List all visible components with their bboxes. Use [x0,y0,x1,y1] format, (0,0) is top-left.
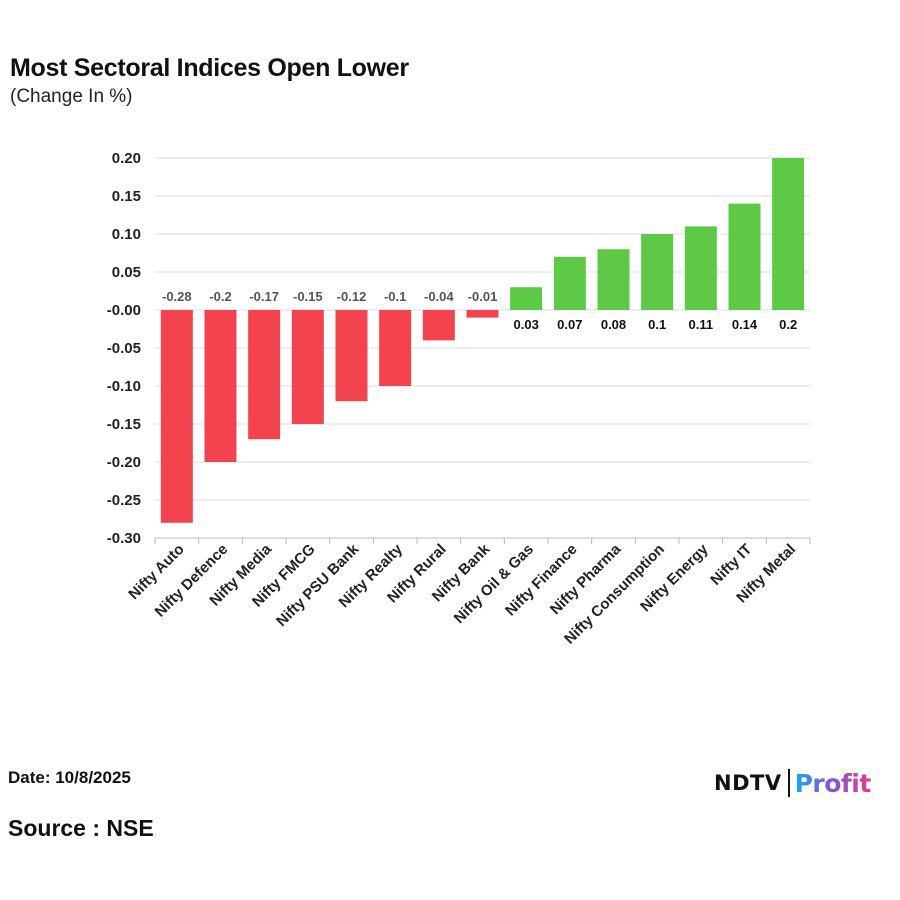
chart-subtitle: (Change In %) [10,86,133,107]
bar-nifty-rural [422,310,455,341]
y-tick-label: 0.10 [112,226,141,243]
logo-brand-text: NDTV [714,771,782,795]
data-label: 0.03 [514,317,539,332]
bar-nifty-fmcg [291,310,324,424]
data-label: -0.12 [337,289,367,304]
y-axis-ticks: 0.20 0.15 0.10 0.05 -0.00 -0.05 -0.10 -0.15 -0.2… [107,150,141,547]
y-tick-label: 0.20 [112,150,141,167]
y-tick-label: -0.05 [107,340,141,357]
ndtv-profit-logo: NDTV Profit [714,766,871,800]
y-tick-label: -0.25 [107,492,141,509]
data-label: 0.1 [648,317,666,332]
bar-nifty-bank [466,310,499,318]
y-tick-label: 0.05 [112,264,141,281]
data-label: -0.15 [293,289,323,304]
y-tick-label: -0.15 [107,416,141,433]
data-label: -0.04 [424,289,454,304]
data-label: -0.1 [384,289,406,304]
data-label: 0.2 [779,317,797,332]
y-tick-label: -0.20 [107,454,141,471]
bar-chart: -0.28 -0.2 -0.17 -0.15 -0.12 -0.1 -0.04 -0.01 0.… [107,150,811,648]
x-tick-label: Nifty Oil & Gas [451,541,537,627]
data-label: -0.28 [162,289,192,304]
bar-layer [160,158,805,523]
bar-nifty-it [728,203,761,310]
data-label: -0.17 [249,289,279,304]
data-label: 0.11 [689,317,714,332]
bar-nifty-oil-gas [510,287,543,310]
logo-product-text: Profit [794,768,872,798]
data-label: -0.01 [468,289,498,304]
y-tick-label: -0.00 [107,302,141,319]
bar-nifty-defence [204,310,237,462]
y-tick-label: 0.15 [112,188,141,205]
logo-divider [787,769,790,797]
y-tick-label: -0.10 [107,378,141,395]
data-label: 0.08 [601,317,626,332]
bar-nifty-energy [684,226,717,310]
data-label: -0.2 [209,289,231,304]
bar-nifty-metal [772,158,805,310]
bar-nifty-media [248,310,281,440]
source-label: Source : NSE [8,815,154,841]
data-label: 0.14 [732,317,758,332]
bar-nifty-consumption [641,234,674,310]
bar-nifty-realty [379,310,412,386]
bar-nifty-auto [160,310,193,523]
bar-nifty-psu-bank [335,310,368,402]
date-label: Date: 10/8/2025 [8,768,131,787]
chart-title: Most Sectoral Indices Open Lower [10,54,409,82]
grid-layer [154,157,811,544]
data-label-layer: -0.28 -0.2 -0.17 -0.15 -0.12 -0.1 -0.04 -0.01 0.… [162,289,797,332]
y-tick-label: -0.30 [107,530,141,547]
bar-nifty-finance [553,256,586,310]
data-label: 0.07 [557,317,582,332]
bar-nifty-pharma [597,249,630,310]
